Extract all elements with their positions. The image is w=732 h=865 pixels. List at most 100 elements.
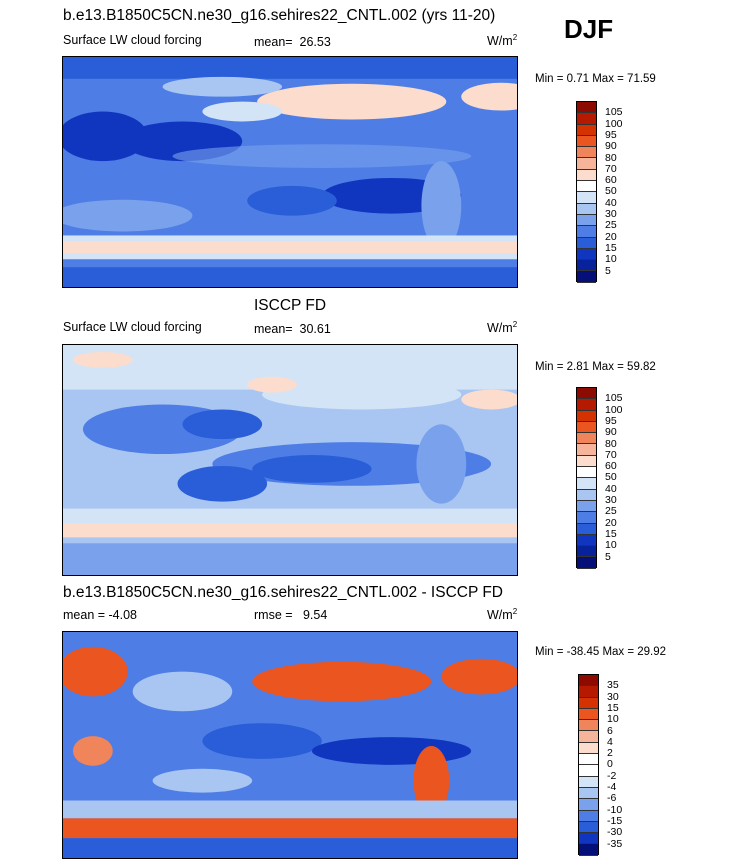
panel2-colorbar-label: 15 — [605, 527, 617, 540]
panel1-units: W/m2 — [487, 33, 517, 48]
panel2-colorbar-label: 10 — [605, 539, 617, 552]
panel2-units-exp: 2 — [512, 320, 518, 329]
panel1-colorbar-label: 105 — [605, 106, 623, 119]
panel3-colorbar-swatches — [578, 674, 599, 856]
panel1-colorbar-label: 90 — [605, 140, 617, 153]
panel3-colorbar-label: 4 — [607, 735, 613, 748]
panel3-units: W/m2 — [487, 607, 517, 622]
panel1-colorbar-swatch — [577, 113, 596, 125]
panel1-colorbar-swatch — [577, 203, 596, 215]
panel3-colorbar-label: -2 — [607, 769, 617, 782]
panel2-units: W/m2 — [487, 320, 517, 335]
panel3-colorbar-swatch — [579, 742, 598, 755]
panel1-colorbar-swatch — [577, 271, 596, 283]
panel3-colorbar-swatch — [579, 675, 598, 687]
panel1-colorbar-label: 60 — [605, 174, 617, 187]
panel3-colorbar-label: 10 — [607, 713, 619, 726]
panel3-colorbar-label: 6 — [607, 724, 613, 737]
panel3-rmse-value: 9.54 — [302, 608, 328, 622]
panel3-colorbar-label: -30 — [607, 826, 623, 839]
panel2-colorbar-label: 50 — [605, 471, 617, 484]
panel3-rmse: rmse = 9.54 — [254, 608, 327, 622]
panel1-mean-label: mean= — [254, 35, 293, 49]
panel3-colorbar-swatch — [579, 844, 598, 856]
panel1-colorbar-swatch — [577, 237, 596, 249]
panel2-colorbar-swatch — [577, 534, 596, 547]
panel1-colorbar-swatch — [577, 147, 596, 159]
panel2-mean: mean= 30.61 — [254, 322, 331, 336]
panel2-variable-label: Surface LW cloud forcing — [63, 320, 202, 334]
panel2-colorbar-label: 5 — [605, 550, 611, 563]
panel3-colorbar-swatch — [579, 833, 598, 845]
panel3-colorbar-label: 0 — [607, 758, 613, 771]
panel1-colorbar-label: 80 — [605, 151, 617, 164]
panel2-minmax: Min = 2.81 Max = 59.82 — [535, 361, 656, 373]
panel3-colorbar-swatch — [579, 686, 598, 698]
panel3-mean: mean = -4.08 — [63, 608, 138, 622]
panel1-colorbar-label: 20 — [605, 230, 617, 243]
panel1-colorbar-label: 15 — [605, 241, 617, 254]
panel1-variable-label: Surface LW cloud forcing — [63, 33, 202, 47]
panel3-colorbar-swatch — [579, 720, 598, 732]
panel2-colorbar-swatch — [577, 410, 596, 422]
panel3-colorbar-swatch — [579, 810, 598, 822]
panel3-rmse-label: rmse = — [254, 608, 293, 622]
panel3-map — [62, 631, 518, 859]
panel1-mean: mean= 26.53 — [254, 35, 331, 49]
panel2-colorbar-swatch — [577, 444, 596, 456]
panel2-colorbar-label: 105 — [605, 392, 623, 405]
panel2-colorbar-swatch — [577, 467, 596, 479]
panel2-colorbar-label: 80 — [605, 437, 617, 450]
panel3-colorbar-swatch — [579, 787, 598, 800]
panel2-colorbar-swatch — [577, 546, 596, 558]
panel2-colorbar-swatch — [577, 421, 596, 434]
panel1-map-svg — [63, 57, 517, 287]
panel2-mean-label: mean= — [254, 322, 293, 336]
panel1-colorbar-label: 10 — [605, 253, 617, 266]
panel3-colorbar-swatch — [579, 697, 598, 709]
panel2-colorbar-swatch — [577, 455, 596, 468]
panel1-colorbar-swatch — [577, 214, 596, 227]
panel1-colorbar-swatches — [576, 101, 597, 283]
panel2-colorbar-label: 25 — [605, 505, 617, 518]
panel3-colorbar-label: -35 — [607, 837, 623, 850]
panel3-colorbar-swatch — [579, 754, 598, 766]
panel3-colorbar-swatch — [579, 765, 598, 777]
panel1-colorbar-label: 50 — [605, 185, 617, 198]
panel1-minmax: Min = 0.71 Max = 71.59 — [535, 73, 656, 85]
panel1-colorbar-label: 40 — [605, 196, 617, 209]
panel2-colorbar-label: 30 — [605, 494, 617, 506]
panel1-colorbar-swatch — [577, 260, 596, 272]
panel1-colorbar-label: 25 — [605, 219, 617, 232]
panel3-colorbar-swatch — [579, 776, 598, 788]
panel2-colorbar-swatch — [577, 478, 596, 490]
panel3-colorbar-swatch — [579, 731, 598, 743]
panel1-colorbar: 105 100 95 90 80 70 60 50 40 30 25 20 15 10 5 — [576, 101, 623, 283]
panel1-colorbar-swatch — [577, 192, 596, 204]
panel1-colorbar-swatch — [577, 135, 596, 148]
panel2-map-svg — [63, 345, 517, 575]
panel1-colorbar-swatch — [577, 124, 596, 136]
panel1-colorbar-swatch — [577, 102, 596, 114]
panel1-colorbar-swatch — [577, 169, 596, 182]
panel3-units-exp: 2 — [512, 607, 518, 616]
panel1-colorbar-label: 95 — [605, 128, 617, 141]
panel3-colorbar-label: -4 — [607, 781, 617, 793]
panel1-map — [62, 56, 518, 288]
panel3-minmax: Min = -38.45 Max = 29.92 — [535, 646, 667, 658]
panel2-title: ISCCP FD — [254, 297, 327, 314]
panel2-colorbar-label: 90 — [605, 426, 617, 439]
panel3-colorbar-label: 15 — [607, 701, 619, 714]
panel3-colorbar-label: -6 — [607, 792, 617, 805]
panel1-colorbar-swatch — [577, 158, 596, 170]
panel2-map — [62, 344, 518, 576]
panel2-colorbar-swatches — [576, 387, 597, 569]
panel2-colorbar-swatch — [577, 512, 596, 524]
panel1-colorbar-swatch — [577, 181, 596, 193]
panel2-colorbar-label: 40 — [605, 482, 617, 495]
panel2-colorbar-swatch — [577, 523, 596, 535]
panel3-colorbar-label: 35 — [607, 679, 619, 692]
panel2-colorbar-swatch — [577, 399, 596, 411]
panel1-colorbar-label: 100 — [605, 117, 623, 130]
panel2-colorbar-swatch — [577, 433, 596, 445]
